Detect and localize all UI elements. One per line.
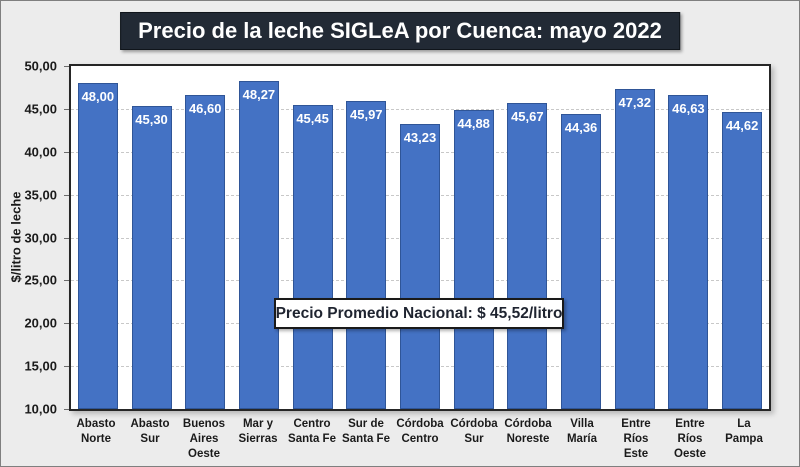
bar-slot: 46,63: [662, 66, 716, 409]
y-tick-mark: [64, 66, 69, 67]
bar: 45,67: [507, 103, 548, 409]
bar-slot: 48,27: [232, 66, 286, 409]
chart-title: Precio de la leche SIGLeA por Cuenca: ma…: [120, 12, 680, 50]
bar-value-label: 45,97: [350, 106, 383, 122]
bar-slot: 45,97: [339, 66, 393, 409]
bar: 44,36: [561, 114, 602, 409]
average-annotation-text: Precio Promedio Nacional: $ 45,52/litro: [275, 304, 563, 322]
bar-series: 48,00 45,30 46,60 48,27 45,45 45,97 43,23 44,88…: [71, 66, 769, 409]
average-annotation: Precio Promedio Nacional: $ 45,52/litro: [274, 298, 564, 329]
bar-slot: 44,36: [554, 66, 608, 409]
x-tick-label: Abasto Sur: [130, 418, 170, 445]
x-tick-label: Buenos Aires Oeste: [182, 418, 226, 460]
bar: 44,62: [722, 112, 763, 409]
bar: 48,27: [238, 80, 279, 409]
bar: 46,60: [185, 95, 226, 409]
y-tick-label: 30,00: [24, 230, 57, 245]
y-tick-mark: [64, 323, 69, 325]
bar-slot: 47,32: [608, 66, 662, 409]
bar: 46,63: [668, 94, 709, 409]
bar-value-label: 44,62: [725, 118, 759, 134]
y-tick-mark: [64, 366, 69, 368]
x-tick-label: Córdoba Sur: [450, 418, 498, 445]
y-tick-mark: [64, 151, 69, 153]
bar-slot: 45,67: [501, 66, 555, 409]
bar-value-label: 46,60: [188, 101, 222, 117]
bar-value-label: 48,00: [81, 89, 115, 105]
bar: 45,45: [292, 105, 333, 409]
bar: 44,88: [453, 109, 494, 409]
y-tick-label: 50,00: [24, 58, 57, 74]
bar-slot: 44,62: [715, 66, 769, 409]
y-tick-label: 10,00: [24, 401, 57, 417]
bar-slot: 43,23: [393, 66, 447, 409]
plot-area: 48,00 45,30 46,60 48,27 45,45 45,97 43,23 44,88…: [69, 64, 771, 411]
bar-value-label: 47,32: [618, 94, 651, 110]
x-tick-label: Córdoba Noreste: [504, 418, 552, 445]
y-tick-label: 45,00: [24, 101, 57, 117]
bar-value-label: 43,23: [403, 130, 437, 146]
y-tick-label: 15,00: [24, 358, 57, 374]
x-tick-label: Córdoba Centro: [396, 418, 444, 445]
bar-value-label: 46,63: [672, 100, 705, 116]
bar-slot: 45,45: [286, 66, 340, 409]
bar-value-label: 45,45: [296, 111, 329, 127]
x-tick-label: Villa María: [566, 418, 598, 445]
x-tick-label: Entre Ríos Oeste: [674, 418, 706, 460]
gridline: [71, 108, 769, 110]
bar: 47,32: [614, 88, 655, 409]
bar: 45,30: [131, 106, 172, 409]
x-tick-label: Centro Santa Fe: [288, 418, 336, 445]
y-tick-mark: [64, 108, 69, 110]
bar-value-label: 44,36: [564, 120, 598, 136]
x-tick-label: Sur de Santa Fe: [342, 418, 390, 445]
y-tick-label: 25,00: [24, 272, 57, 288]
y-tick-label: 40,00: [24, 144, 57, 160]
y-tick-mark: [64, 280, 69, 282]
x-tick-label: Mar y Sierras: [238, 418, 278, 445]
bar-value-label: 44,88: [457, 115, 490, 131]
y-axis: 50,00 45,00 40,00 35,00 30,00 25,00 20,00 15,00…: [1, 59, 69, 417]
bar: 48,00: [77, 83, 118, 409]
y-tick-mark: [64, 194, 69, 196]
bar-value-label: 45,30: [135, 112, 168, 128]
bar: 43,23: [399, 124, 440, 409]
bar-slot: 48,00: [71, 66, 125, 409]
x-tick-label: La Pampa: [725, 418, 763, 445]
bar-value-label: 45,67: [511, 109, 544, 125]
y-tick-label: 20,00: [24, 315, 57, 331]
x-axis: Abasto Norte Abasto Sur Buenos Aires Oeste…: [69, 417, 771, 462]
y-tick-label: 35,00: [24, 187, 57, 203]
bar-slot: 44,88: [447, 66, 501, 409]
bar: 45,97: [346, 100, 387, 409]
bar-slot: 45,30: [125, 66, 179, 409]
y-tick-mark: [64, 237, 69, 239]
bar-value-label: 48,27: [242, 86, 276, 102]
bar-slot: 46,60: [178, 66, 232, 409]
x-tick-label: Abasto Norte: [76, 418, 116, 445]
x-tick-label: Entre Ríos Este: [621, 418, 651, 460]
y-tick-mark: [64, 409, 69, 410]
